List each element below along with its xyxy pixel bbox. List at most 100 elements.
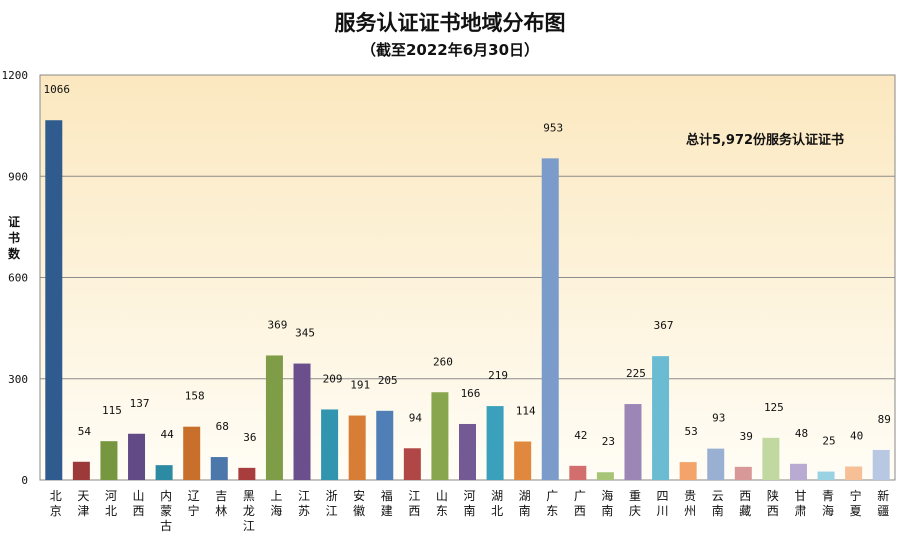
x-tick-label: 海南: [601, 488, 613, 518]
bar: [541, 158, 559, 481]
bar: [293, 363, 311, 480]
bar: [486, 406, 504, 480]
data-label: 23: [602, 435, 615, 448]
x-tick-label: 江苏: [298, 489, 310, 518]
x-tick-label: 福建: [381, 488, 393, 518]
bar: [155, 465, 173, 480]
x-tick-label: 云南: [712, 489, 724, 518]
gridlines: [40, 175, 895, 380]
data-label: 1066: [44, 83, 71, 96]
bar: [845, 466, 863, 480]
bar: [652, 356, 670, 480]
chart-subtitle: （截至2022年6月30日）: [361, 41, 539, 59]
x-tick-label: 天津: [77, 489, 89, 518]
y-tick-label: 900: [8, 170, 28, 183]
x-tick-label: 新疆: [877, 488, 889, 518]
data-label: 36: [243, 431, 256, 444]
x-tick-label: 山西: [133, 489, 145, 518]
bar: [265, 355, 283, 480]
x-tick-label: 浙江: [326, 489, 338, 518]
bar: [183, 426, 201, 480]
bar: [72, 461, 90, 480]
bar: [734, 466, 752, 480]
data-label: 191: [350, 379, 370, 392]
data-label: 137: [130, 397, 150, 410]
bar: [403, 448, 421, 480]
x-tick-label: 河北: [105, 489, 117, 518]
x-tick-label: 贵州: [684, 489, 696, 518]
chart-title: 服务认证证书地域分布图: [335, 11, 566, 35]
bar: [45, 120, 63, 480]
bar: [210, 457, 228, 480]
x-tick-label: 内蒙古: [160, 489, 172, 533]
x-tick-label: 陕西: [767, 488, 779, 518]
y-axis-title: 证书数: [8, 215, 21, 261]
bar: [348, 415, 366, 480]
data-label: 114: [516, 405, 536, 418]
data-label: 369: [267, 318, 287, 331]
data-label: 94: [409, 411, 423, 424]
x-tick-label: 辽宁: [188, 489, 200, 518]
data-label: 125: [764, 401, 784, 414]
data-label: 53: [685, 425, 698, 438]
data-label: 225: [626, 367, 646, 380]
x-tick-label: 黑龙江: [243, 489, 255, 533]
bar: [321, 409, 339, 480]
bar: [431, 392, 449, 480]
y-axis-label: 证书数: [8, 215, 21, 261]
data-label: 68: [216, 420, 229, 433]
x-tick-label: 北京: [50, 489, 62, 518]
bar: [238, 467, 256, 480]
bar: [128, 433, 146, 480]
x-tick-label: 安徽: [353, 488, 365, 518]
x-tick-label: 宁夏: [850, 488, 862, 518]
x-tick-label: 湖南: [519, 488, 531, 518]
y-tick-label: 300: [8, 373, 28, 386]
bars: [45, 120, 890, 481]
bar: [707, 448, 725, 480]
bar: [624, 404, 642, 480]
data-label: 39: [740, 430, 753, 443]
data-label: 260: [433, 355, 453, 368]
bar: [459, 423, 476, 480]
x-tick-label: 广东: [546, 489, 558, 518]
x-tick-label: 四川: [657, 489, 669, 518]
x-tick-label: 重庆: [629, 489, 641, 518]
bar: [569, 465, 587, 480]
data-label: 115: [102, 404, 122, 417]
data-label: 367: [654, 319, 674, 332]
x-tick-label: 吉林: [215, 489, 227, 518]
total-annotation: 总计5,972份服务认证证书: [686, 132, 844, 148]
data-label: 205: [378, 374, 398, 387]
data-label: 93: [712, 412, 725, 425]
bar: [817, 471, 835, 480]
bar: [514, 441, 532, 480]
x-tick-label: 山东: [436, 489, 448, 518]
data-label: 166: [461, 387, 481, 400]
data-label: 345: [295, 327, 315, 340]
x-tick-label: 青海: [822, 489, 834, 518]
y-tick-label: 0: [21, 474, 28, 487]
x-tick-label: 广西: [574, 489, 586, 518]
x-tick-label: 河南: [463, 489, 475, 518]
data-label: 54: [78, 425, 92, 438]
data-label: 40: [850, 430, 863, 443]
data-label: 953: [543, 121, 563, 134]
data-label: 42: [574, 429, 587, 442]
bar: [376, 410, 394, 480]
data-label: 219: [488, 369, 508, 382]
y-axis-ticks: 0 300 600 900 1200: [2, 69, 29, 487]
data-label: 209: [323, 372, 343, 385]
data-label: 48: [795, 427, 808, 440]
data-label: 44: [160, 428, 174, 441]
x-tick-label: 西藏: [739, 489, 751, 518]
x-tick-label: 江西: [408, 489, 420, 518]
x-tick-label: 甘肃: [794, 489, 806, 518]
bar: [679, 462, 697, 480]
data-label: 158: [185, 390, 205, 403]
x-tick-label: 上海: [270, 489, 282, 518]
data-label: 25: [822, 435, 835, 448]
y-tick-label: 600: [8, 272, 28, 285]
